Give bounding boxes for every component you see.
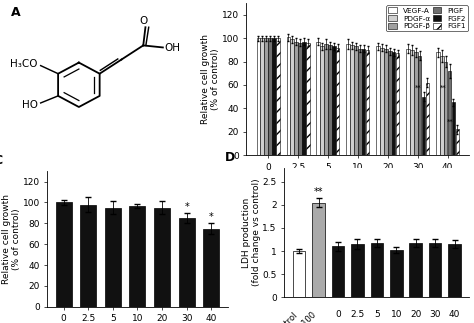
Bar xyxy=(452,102,455,155)
Bar xyxy=(351,244,364,297)
Bar xyxy=(332,246,344,297)
Bar xyxy=(276,38,280,155)
Bar xyxy=(410,243,422,297)
Bar xyxy=(366,50,369,155)
Legend: VEGF-A, PDGF-α, PDGF-β, PlGF, FGF2, FGF1: VEGF-A, PDGF-α, PDGF-β, PlGF, FGF2, FGF1 xyxy=(386,5,468,31)
Bar xyxy=(362,49,365,155)
Y-axis label: Relative cell growth
(% of control): Relative cell growth (% of control) xyxy=(201,34,220,124)
Text: *: * xyxy=(184,202,189,212)
Bar xyxy=(286,37,290,155)
Bar xyxy=(448,244,461,297)
Bar xyxy=(268,38,272,155)
Bar xyxy=(256,38,260,155)
Bar xyxy=(346,44,350,155)
Bar xyxy=(380,47,384,155)
Text: HO: HO xyxy=(22,100,38,110)
Bar xyxy=(320,47,324,155)
Text: **: ** xyxy=(440,85,447,91)
Bar xyxy=(264,38,268,155)
Bar xyxy=(376,47,380,155)
Y-axis label: LDH production
(fold change vs control): LDH production (fold change vs control) xyxy=(242,179,261,287)
Text: C: C xyxy=(0,154,2,167)
Bar xyxy=(384,49,388,155)
Bar xyxy=(203,229,219,307)
Text: 0: 0 xyxy=(335,310,341,319)
Bar xyxy=(354,47,358,155)
Text: *: * xyxy=(209,212,214,222)
Bar xyxy=(396,53,399,155)
Bar xyxy=(272,38,276,155)
Bar xyxy=(324,44,328,155)
Text: 1% Triton X-100: 1% Triton X-100 xyxy=(265,310,319,323)
Bar xyxy=(371,243,383,297)
Bar xyxy=(129,206,146,307)
Bar xyxy=(422,97,425,155)
Bar xyxy=(293,251,305,297)
Bar xyxy=(350,45,354,155)
Text: H₃CO: H₃CO xyxy=(10,58,37,68)
Text: **: ** xyxy=(415,85,422,91)
Bar xyxy=(418,56,421,155)
Bar xyxy=(55,203,72,307)
Text: 2.5: 2.5 xyxy=(350,310,365,319)
Bar xyxy=(336,47,339,155)
Bar xyxy=(105,208,121,307)
Bar xyxy=(410,50,414,155)
Bar xyxy=(261,38,264,155)
Text: D: D xyxy=(225,151,236,164)
Bar xyxy=(388,51,392,155)
Bar xyxy=(298,43,302,155)
Text: OH: OH xyxy=(164,43,180,53)
Bar xyxy=(154,208,170,307)
Bar xyxy=(392,52,395,155)
Text: Control: Control xyxy=(271,310,299,323)
Text: O: O xyxy=(139,16,147,26)
Text: **: ** xyxy=(314,187,323,197)
Bar xyxy=(390,250,402,297)
Bar xyxy=(456,129,459,155)
Bar xyxy=(80,204,96,307)
Bar xyxy=(440,56,444,155)
Bar xyxy=(302,42,306,155)
Bar xyxy=(429,243,441,297)
Bar xyxy=(294,42,298,155)
Bar xyxy=(328,45,332,155)
Y-axis label: Relative cell growth
(% of control): Relative cell growth (% of control) xyxy=(2,194,21,284)
Bar xyxy=(448,71,451,155)
Bar xyxy=(436,52,440,155)
Text: 20: 20 xyxy=(410,310,421,319)
Text: 30: 30 xyxy=(429,310,441,319)
Bar xyxy=(306,43,310,155)
Text: 5: 5 xyxy=(374,310,380,319)
Bar xyxy=(406,49,410,155)
Bar xyxy=(291,39,294,155)
Bar xyxy=(414,52,418,155)
Text: 10: 10 xyxy=(391,310,402,319)
Text: **: ** xyxy=(447,119,454,124)
Text: A: A xyxy=(11,6,21,19)
Bar xyxy=(312,203,325,297)
Bar xyxy=(444,62,447,155)
Bar xyxy=(358,49,362,155)
Bar xyxy=(426,83,429,155)
Text: 40: 40 xyxy=(449,310,460,319)
X-axis label: FA (μM): FA (μM) xyxy=(341,173,375,182)
Bar xyxy=(317,42,320,155)
Bar xyxy=(179,218,195,307)
Bar xyxy=(332,47,336,155)
